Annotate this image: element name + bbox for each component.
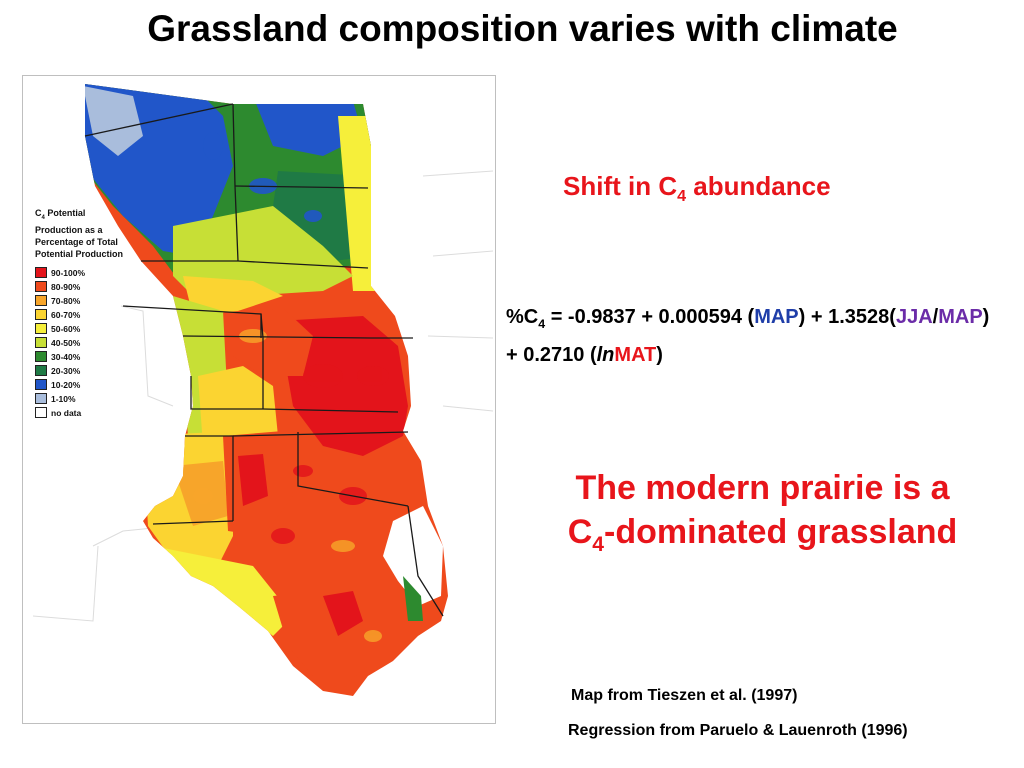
legend-row: 40-50%	[35, 336, 125, 350]
slide-title: Grassland composition varies with climat…	[147, 8, 898, 49]
shift-heading: Shift in C4 abundance	[563, 171, 831, 206]
map-legend: C4 Potential Production as a Percentage …	[35, 207, 125, 420]
conclusion-text: The modern prairie is a C4-dominated gras…	[567, 469, 958, 556]
legend-label: 20-30%	[51, 365, 81, 376]
legend-swatch	[35, 407, 47, 419]
legend-row: 60-70%	[35, 308, 125, 322]
state-borders-graphic	[84, 103, 444, 617]
background-lines-graphic	[32, 170, 494, 622]
legend-row: 30-40%	[35, 350, 125, 364]
legend-label: 90-100%	[51, 267, 86, 278]
legend-label: 30-40%	[51, 351, 81, 362]
map-citation: Map from Tieszen et al. (1997)	[571, 687, 798, 704]
legend-swatch	[35, 267, 47, 279]
legend-swatch	[35, 393, 47, 405]
legend-title: C4 Potential Production as a Percentage …	[35, 208, 124, 259]
legend-swatch	[35, 365, 47, 377]
c4-map: C4 Potential Production as a Percentage …	[22, 75, 496, 724]
legend-swatch	[35, 281, 47, 293]
legend-label: 60-70%	[51, 309, 81, 320]
legend-swatch	[35, 295, 47, 307]
legend-row: 1-10%	[35, 392, 125, 406]
legend-label: 1-10%	[51, 393, 76, 404]
legend-swatch	[35, 351, 47, 363]
legend-label: 10-20%	[51, 379, 81, 390]
legend-label: 70-80%	[51, 295, 81, 306]
legend-row: 50-60%	[35, 322, 125, 336]
great-plains-map-graphic	[32, 84, 494, 696]
legend-label: 80-90%	[51, 281, 81, 292]
regression-citation: Regression from Paruelo & Lauenroth (199…	[568, 722, 908, 739]
legend-swatch	[35, 337, 47, 349]
legend-row: 20-30%	[35, 364, 125, 378]
regression-equation: %C4 = -0.9837 + 0.000594 (MAP) + 1.3528(…	[506, 306, 990, 366]
legend-row: no data	[35, 406, 125, 420]
legend-row: 10-20%	[35, 378, 125, 392]
legend-swatch	[35, 323, 47, 335]
legend-label: 50-60%	[51, 323, 81, 334]
legend-label: 40-50%	[51, 337, 81, 348]
legend-swatch	[35, 309, 47, 321]
legend-row: 90-100%	[35, 266, 125, 280]
legend-row: 70-80%	[35, 294, 125, 308]
legend-swatch	[35, 379, 47, 391]
legend-row: 80-90%	[35, 280, 125, 294]
legend-label: no data	[51, 407, 82, 418]
